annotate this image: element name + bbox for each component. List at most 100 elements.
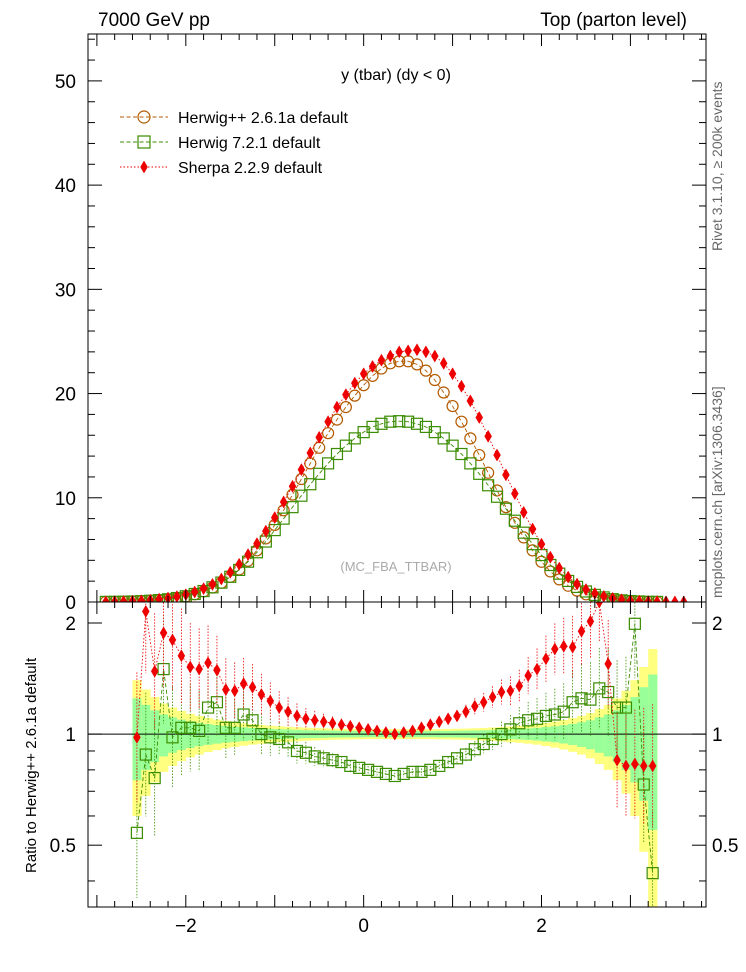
data-point (528, 522, 537, 536)
data-point (635, 594, 644, 602)
ratio-ylabel: Ratio to Herwig++ 2.6.1a default (23, 657, 40, 873)
ratio-point (539, 709, 553, 723)
ratio-point (533, 662, 541, 676)
ratio-point (399, 726, 408, 739)
data-point (395, 345, 404, 359)
data-point (324, 415, 332, 429)
header-left: 7000 GeV pp (98, 10, 210, 31)
ratio-point (557, 705, 570, 718)
data-point (466, 394, 475, 408)
inner-band (141, 704, 151, 770)
legend-label: Herwig++ 2.6.1a default (178, 110, 348, 127)
data-point (286, 501, 299, 514)
legend-item: Sherpa 2.2.9 default (120, 160, 323, 177)
ratio-point (168, 633, 177, 647)
data-point (475, 411, 484, 425)
data-point (448, 367, 457, 381)
ratio-point (230, 684, 239, 698)
ratio-point (595, 602, 604, 609)
data-point (288, 479, 297, 493)
ratio-point (444, 712, 452, 726)
ratio-point (273, 732, 286, 746)
ratio-point (631, 757, 639, 771)
ratio-point (222, 683, 230, 697)
data-point (339, 439, 352, 452)
data-point (428, 373, 441, 387)
ratio-point (317, 752, 330, 765)
data-point (499, 502, 513, 515)
ratio-point (142, 604, 150, 618)
ratio-point (628, 617, 641, 630)
data-point (404, 344, 412, 358)
x-tick-label: −2 (175, 916, 197, 937)
ratio-point (426, 718, 435, 732)
ratio-point (275, 701, 283, 715)
main-title: y (tbar) (dy < 0) (341, 67, 451, 84)
ratio-point (479, 695, 488, 709)
data-point (428, 426, 441, 439)
data-point (208, 577, 217, 591)
series-line (105, 420, 658, 602)
ratio-point (488, 690, 497, 704)
data-point (277, 512, 290, 525)
data-point (342, 388, 350, 402)
ratio-point (424, 763, 437, 776)
ratio-point (239, 677, 248, 691)
ratio-point (379, 767, 392, 781)
data-point (119, 594, 128, 602)
ratio-point (495, 727, 508, 741)
legend-marker (137, 110, 151, 124)
y-tick-label: 50 (55, 72, 76, 93)
ratio-point (497, 685, 506, 699)
header-right: Top (parton level) (540, 10, 687, 31)
data-point (493, 448, 501, 462)
ratio-point (548, 708, 561, 721)
data-point (455, 447, 468, 461)
ratio-point (450, 752, 464, 765)
inner-band (594, 717, 605, 753)
ratio-point (326, 754, 339, 767)
ratio-frame (87, 601, 707, 908)
data-point (330, 447, 344, 461)
ratio-point (622, 759, 630, 773)
ratio-point (417, 721, 426, 735)
data-point (304, 478, 317, 491)
ratio-y-tick-label: 2 (65, 614, 76, 635)
data-point (457, 379, 466, 393)
ratio-panel: −2 0 2 0.5 0.5 1 1 2 2 Ratio to Herwig++ 2.6.1a … (23, 601, 738, 937)
mcplots-label: mcplots.cern.ch [arXiv:1306.3436] (709, 386, 725, 598)
ratio-point (177, 649, 186, 663)
ratio-point (577, 624, 586, 638)
ratio-point (184, 721, 197, 734)
legend-item: Herwig 7.2.1 default (120, 135, 321, 152)
ratio-point (515, 679, 524, 693)
ratio-y-tick-label-right: 1 (712, 725, 723, 746)
data-point (519, 505, 528, 519)
ratio-point (522, 714, 535, 727)
ratio-point (648, 759, 657, 773)
data-point (313, 467, 326, 480)
ratio-point (255, 727, 268, 741)
ratio-point (166, 731, 179, 744)
data-point (262, 524, 270, 538)
ratio-point (213, 663, 221, 677)
ratio-point (362, 763, 375, 776)
ratio-point (319, 715, 328, 729)
ratio-point (355, 721, 363, 735)
data-point (306, 446, 315, 460)
ratio-point (148, 771, 161, 785)
data-point (330, 413, 344, 426)
data-point (101, 595, 110, 602)
data-point (359, 367, 368, 381)
data-point (190, 585, 199, 599)
data-point (617, 593, 626, 602)
ratio-point (328, 716, 337, 730)
ratio-point (310, 713, 319, 727)
data-point (671, 595, 679, 602)
data-point (173, 590, 181, 602)
data-point (368, 359, 377, 373)
ratio-point (346, 719, 355, 733)
data-point (431, 349, 439, 363)
y-tick-label: 0 (65, 593, 76, 614)
ratio-point (257, 688, 266, 702)
